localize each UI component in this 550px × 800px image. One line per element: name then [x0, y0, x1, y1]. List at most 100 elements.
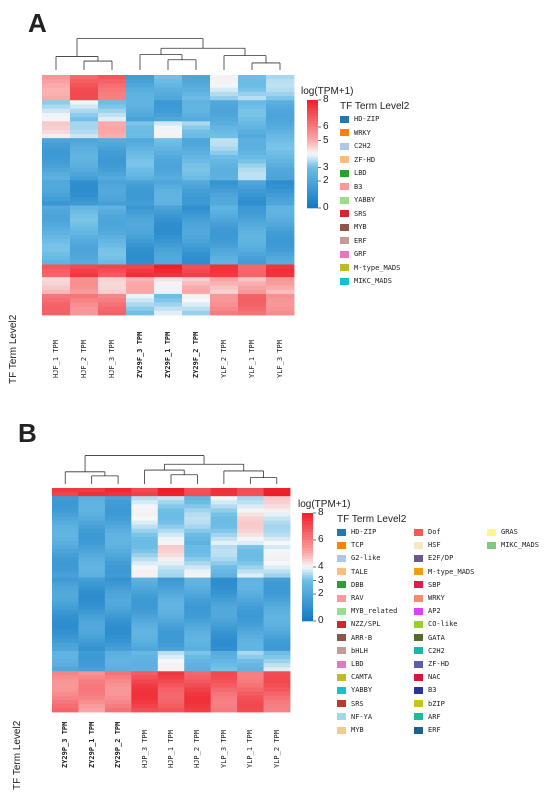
- heatmap-cell: [154, 129, 183, 135]
- heatmap-cell: [238, 100, 267, 105]
- heatmap-cell: [78, 667, 106, 672]
- column-label: HJP_3 TPM: [140, 730, 149, 768]
- heatmap-cell: [131, 614, 159, 619]
- heatmap-cell: [98, 209, 127, 215]
- legend-item: RAV: [337, 594, 364, 602]
- heatmap-cell: [42, 129, 71, 135]
- heatmap-cell: [237, 703, 264, 709]
- heatmap-cell: [70, 155, 99, 160]
- heatmap-cell: [210, 524, 238, 530]
- heatmap-cell: [182, 268, 211, 274]
- heatmap-cell: [238, 281, 267, 286]
- heatmap-cell: [126, 133, 155, 139]
- colorbar-segment: [307, 197, 318, 201]
- heatmap-cell: [70, 108, 99, 114]
- heatmap-cell: [131, 573, 159, 578]
- legend-item: LBD: [337, 660, 364, 668]
- heatmap-cell: [238, 129, 267, 135]
- legend-swatch: [337, 673, 346, 681]
- column-label: HJF_1 TPM: [52, 340, 60, 378]
- panel-b-letter: B: [18, 418, 37, 448]
- heatmap-cell: [98, 133, 127, 139]
- heatmap-cell: [210, 104, 239, 110]
- colorbar-segment: [307, 194, 318, 198]
- heatmap-cell: [182, 213, 211, 219]
- heatmap-cell: [98, 264, 127, 270]
- column-label: HJP_1 TPM: [167, 730, 175, 768]
- heatmap-cell: [52, 561, 79, 566]
- legend-item: CO-like: [414, 620, 458, 628]
- heatmap-cell: [182, 138, 211, 143]
- heatmap-cell: [131, 520, 159, 526]
- panel-b-colorbar-title: log(TPM+1): [298, 499, 351, 510]
- heatmap-cell: [266, 243, 295, 249]
- heatmap-cell: [263, 532, 291, 538]
- heatmap-cell: [78, 504, 106, 509]
- heatmap-cell: [131, 545, 159, 550]
- heatmap-cell: [210, 516, 238, 521]
- legend-item: C2H2: [340, 142, 371, 150]
- legend-label: ZF-HD: [428, 660, 450, 668]
- heatmap-cell: [182, 201, 211, 206]
- heatmap-cell: [182, 146, 211, 152]
- heatmap-cell: [238, 104, 267, 110]
- heatmap-cell: [104, 663, 132, 668]
- heatmap-cell: [266, 218, 295, 223]
- heatmap-cell: [131, 699, 159, 705]
- heatmap-cell: [210, 614, 238, 619]
- heatmap-cell: [98, 188, 127, 194]
- heatmap-cell: [78, 622, 106, 627]
- colorbar-segment: [307, 183, 318, 187]
- legend-label: ERF: [354, 236, 367, 245]
- heatmap-cell: [126, 293, 155, 299]
- heatmap-cell: [42, 121, 71, 126]
- heatmap-cell: [42, 87, 71, 93]
- heatmap-cell: [131, 496, 159, 501]
- heatmap-cell: [210, 197, 239, 202]
- heatmap-cell: [98, 298, 127, 303]
- heatmap-cell: [210, 91, 239, 97]
- heatmap-cell: [157, 528, 185, 534]
- heatmap-cell: [154, 117, 183, 122]
- heatmap-cell: [52, 553, 79, 558]
- legend-swatch: [340, 223, 349, 231]
- legend-label: GRF: [354, 250, 367, 258]
- heatmap-cell: [238, 192, 267, 198]
- legend-item: HSF: [414, 541, 441, 549]
- heatmap-cell: [131, 581, 159, 587]
- heatmap-cell: [78, 699, 106, 705]
- heatmap-cell: [154, 138, 183, 143]
- heatmap-cell: [157, 671, 185, 676]
- heatmap-cell: [263, 545, 291, 550]
- heatmap-cell: [182, 180, 211, 185]
- heatmap-cell: [266, 138, 295, 143]
- heatmap-cell: [52, 512, 79, 517]
- heatmap-cell: [154, 201, 183, 206]
- heatmap-cell: [238, 230, 267, 236]
- legend-swatch: [337, 528, 346, 536]
- heatmap-cell: [210, 205, 239, 211]
- heatmap-cell: [263, 602, 291, 607]
- heatmap-cell: [237, 500, 264, 505]
- heatmap-cell: [104, 610, 132, 615]
- heatmap-cell: [238, 121, 267, 126]
- heatmap-cell: [210, 597, 238, 603]
- heatmap-cell: [157, 561, 185, 566]
- heatmap-cell: [266, 75, 295, 80]
- heatmap-cell: [42, 125, 71, 131]
- heatmap-cell: [126, 268, 155, 274]
- legend-label: SRS: [351, 699, 364, 708]
- heatmap-cell: [210, 176, 239, 181]
- heatmap-cell: [184, 642, 212, 648]
- heatmap-cell: [238, 260, 267, 265]
- heatmap-cell: [104, 577, 132, 583]
- heatmap-cell: [210, 687, 238, 693]
- heatmap-cell: [126, 222, 155, 227]
- heatmap-cell: [210, 289, 239, 295]
- legend-label: SBP: [428, 580, 441, 589]
- heatmap-cell: [154, 142, 183, 147]
- heatmap-cell: [154, 285, 183, 291]
- heatmap-cell: [126, 129, 155, 135]
- heatmap-cell: [131, 675, 159, 680]
- heatmap-cell: [157, 524, 185, 530]
